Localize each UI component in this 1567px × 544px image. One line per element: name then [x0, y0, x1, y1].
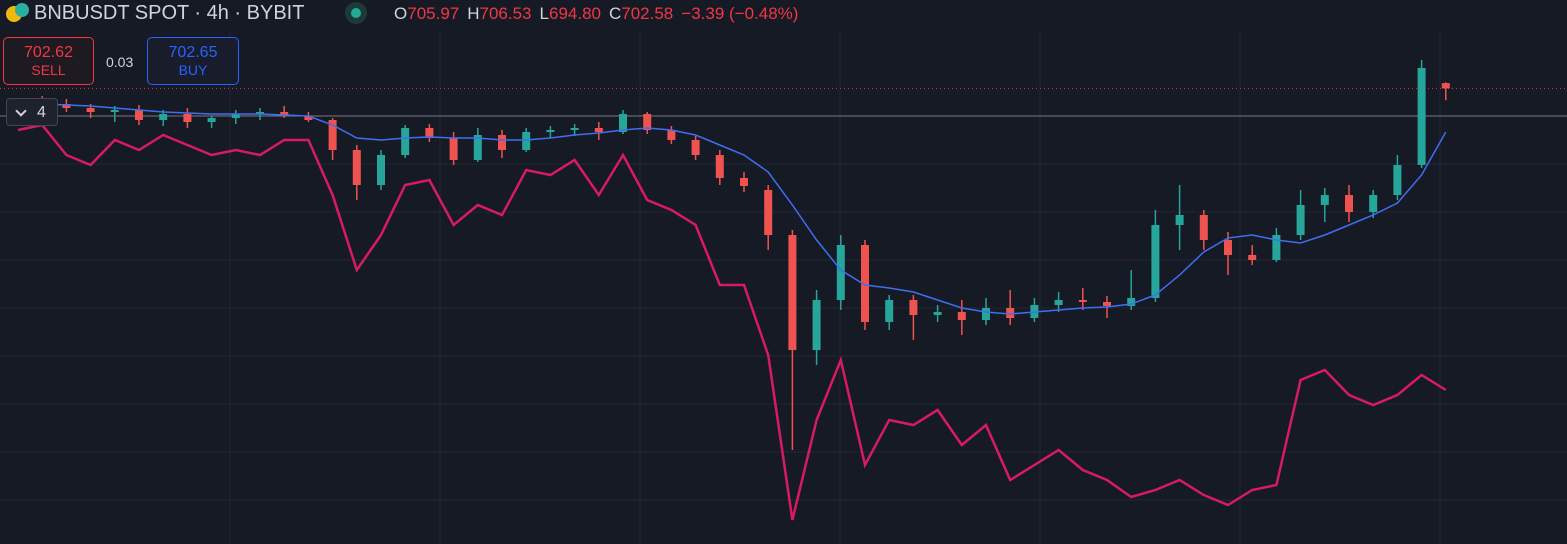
- ohlc: O705.97 H706.53 L694.80 C702.58 −3.39 (−0.48…: [394, 4, 806, 24]
- candle-body: [1393, 165, 1402, 195]
- candle-body: [352, 150, 361, 185]
- candle-body: [135, 110, 143, 120]
- candle-body: [522, 132, 531, 150]
- candle-body: [546, 130, 555, 132]
- candle-body: [1248, 255, 1257, 260]
- candle-body: [957, 312, 966, 320]
- ohlc-value: 705.97: [407, 4, 460, 23]
- ma-line: [18, 103, 1447, 315]
- candle-body: [1369, 195, 1378, 212]
- candle-body: [667, 130, 676, 140]
- candle-body: [812, 300, 821, 350]
- sell-price: 702.62: [24, 44, 73, 61]
- candle-body: [304, 116, 313, 120]
- candle-body: [473, 135, 482, 160]
- candle-body: [1417, 68, 1426, 165]
- ohlc-value: 694.80: [548, 4, 601, 23]
- candle-body: [861, 245, 869, 322]
- candle-body: [1296, 205, 1305, 235]
- ohlc-value: 702.58: [621, 4, 674, 23]
- candle-body: [982, 308, 990, 320]
- candle-body: [740, 178, 748, 186]
- candle-body: [1441, 83, 1450, 89]
- candle-body: [280, 112, 289, 116]
- buy-label: BUY: [178, 62, 208, 78]
- ohlc-key: L: [539, 4, 549, 23]
- ohlc-key: H: [467, 4, 480, 23]
- buy-button[interactable]: 702.65 BUY: [147, 37, 239, 85]
- ohlc-key: O: [394, 4, 408, 23]
- candle-body: [570, 128, 579, 130]
- ohlc-key: C: [608, 4, 622, 23]
- candle-body: [86, 108, 95, 112]
- candle-body: [1054, 300, 1063, 305]
- buy-price: 702.65: [168, 44, 218, 61]
- candle-body: [715, 155, 724, 178]
- candle-body: [643, 114, 652, 130]
- candle-body: [1224, 240, 1232, 255]
- candle-body: [1320, 195, 1329, 205]
- candle-body: [183, 114, 192, 122]
- candle-body: [62, 104, 71, 108]
- candle-body: [619, 114, 627, 132]
- candle-body: [594, 128, 603, 132]
- candle-body: [691, 140, 700, 155]
- candle-body: [449, 138, 458, 160]
- candle-body: [1345, 195, 1353, 212]
- candle-body: [159, 114, 168, 120]
- symbol-icon: [15, 3, 29, 17]
- sell-label: SELL: [31, 62, 66, 78]
- candle-body: [231, 114, 240, 118]
- candle-body: [1199, 215, 1208, 240]
- candle-body: [498, 135, 506, 150]
- candle-body: [256, 112, 264, 114]
- candle-body: [425, 128, 434, 138]
- candle-body: [110, 110, 119, 112]
- status-dot: [351, 8, 361, 18]
- ohlc-value: 706.53: [479, 4, 532, 23]
- price-change: −3.39 (−0.48%): [681, 4, 799, 23]
- indicator-toggle[interactable]: 4: [6, 98, 58, 126]
- candle-body: [1127, 298, 1136, 306]
- candle-body: [788, 235, 797, 350]
- candle-body: [1272, 235, 1281, 260]
- candle-body: [328, 120, 337, 150]
- candle-body: [933, 312, 942, 315]
- candle-body: [885, 300, 894, 322]
- candle-body: [1151, 225, 1160, 298]
- candle-body: [1078, 300, 1087, 302]
- indicator-line: [17, 123, 1447, 521]
- spread: 0.03: [106, 54, 134, 70]
- candle-body: [909, 300, 918, 315]
- candle-body: [1006, 308, 1015, 318]
- candle-body: [207, 118, 216, 122]
- sell-button[interactable]: 702.62 SELL: [3, 37, 94, 85]
- candle-body: [764, 190, 773, 235]
- symbol-title[interactable]: BNBUSDT SPOT · 4h · BYBIT: [34, 2, 305, 24]
- candle-body: [401, 128, 410, 155]
- candle-body: [377, 155, 385, 185]
- candle-body: [1103, 302, 1111, 306]
- candle-body: [1175, 215, 1184, 225]
- candle-body: [836, 245, 845, 300]
